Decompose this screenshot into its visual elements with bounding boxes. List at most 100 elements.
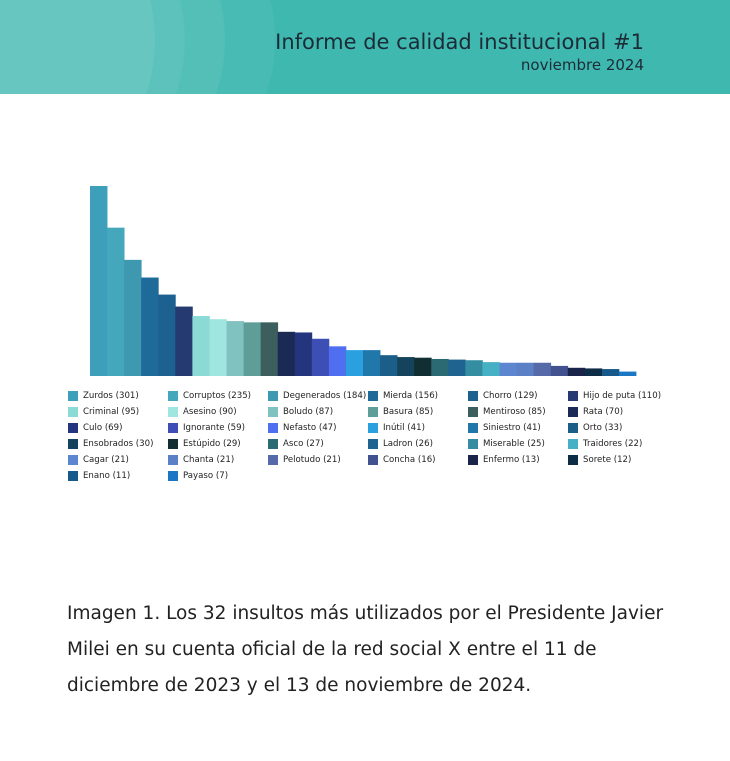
legend-label: Cagar (21) bbox=[83, 455, 129, 465]
legend-swatch bbox=[168, 423, 178, 433]
legend-label: Ensobrados (30) bbox=[83, 439, 154, 449]
legend-label: Basura (85) bbox=[383, 407, 434, 417]
legend-item: Asco (27) bbox=[268, 437, 324, 451]
legend-item: Asesino (90) bbox=[168, 405, 237, 419]
legend-label: Chanta (21) bbox=[183, 455, 235, 465]
report-date: noviembre 2024 bbox=[520, 56, 644, 74]
bar-mentiroso bbox=[260, 322, 279, 376]
legend-swatch bbox=[568, 455, 578, 465]
bar-degenerados bbox=[124, 259, 142, 376]
legend-item: Zurdos (301) bbox=[68, 389, 139, 403]
legend-swatch bbox=[68, 471, 78, 481]
bar-est-pido bbox=[414, 357, 432, 376]
legend-label: Enano (11) bbox=[83, 471, 131, 481]
legend-label: Chorro (129) bbox=[483, 391, 538, 401]
legend-label: Concha (16) bbox=[383, 455, 436, 465]
bar-payaso bbox=[618, 371, 637, 376]
bar-mierda bbox=[141, 277, 159, 376]
legend-label: Inútil (41) bbox=[383, 423, 425, 433]
bar-hijo-de-puta bbox=[175, 306, 193, 376]
bar-rata bbox=[277, 331, 296, 376]
legend-item: Traidores (22) bbox=[568, 437, 642, 451]
legend-label: Nefasto (47) bbox=[283, 423, 337, 433]
legend-swatch bbox=[168, 391, 178, 401]
legend-item: Basura (85) bbox=[368, 405, 433, 419]
bar-corruptos bbox=[107, 227, 125, 376]
legend-label: Asco (27) bbox=[283, 439, 324, 449]
bar-cagar bbox=[499, 362, 517, 376]
legend-item: Mentiroso (85) bbox=[468, 405, 546, 419]
legend-label: Hijo de puta (110) bbox=[583, 391, 662, 401]
legend-swatch bbox=[168, 471, 178, 481]
bar-boludo bbox=[226, 321, 244, 376]
bar-in-til bbox=[345, 350, 364, 376]
legend-label: Orto (33) bbox=[583, 423, 623, 433]
legend-label: Enfermo (13) bbox=[483, 455, 540, 465]
legend-swatch bbox=[168, 455, 178, 465]
legend-swatch bbox=[368, 455, 378, 465]
legend-item: Miserable (25) bbox=[468, 437, 545, 451]
legend-label: Culo (69) bbox=[83, 423, 123, 433]
legend-swatch bbox=[68, 423, 78, 433]
bar-criminal bbox=[192, 316, 210, 376]
bar-concha bbox=[550, 365, 569, 376]
report-title: Informe de calidad institucional #1 bbox=[275, 30, 644, 54]
legend-swatch bbox=[168, 439, 178, 449]
legend-item: Enfermo (13) bbox=[468, 453, 540, 467]
legend-swatch bbox=[268, 455, 278, 465]
legend-label: Siniestro (41) bbox=[483, 423, 541, 433]
legend-swatch bbox=[68, 391, 78, 401]
bar-sorete bbox=[584, 368, 603, 376]
legend-swatch bbox=[368, 439, 378, 449]
legend-swatch bbox=[268, 439, 278, 449]
bar-enano bbox=[601, 369, 620, 376]
legend-item: Sorete (12) bbox=[568, 453, 631, 467]
legend-label: Mierda (156) bbox=[383, 391, 439, 401]
legend-item: Degenerados (184) bbox=[268, 389, 366, 403]
bar-siniestro bbox=[363, 350, 381, 376]
bar-zurdos bbox=[90, 186, 108, 376]
bar-chart bbox=[90, 186, 637, 376]
legend-swatch bbox=[468, 439, 478, 449]
legend-swatch bbox=[568, 423, 578, 433]
legend-item: Boludo (87) bbox=[268, 405, 333, 419]
legend-swatch bbox=[468, 423, 478, 433]
legend-label: Asesino (90) bbox=[183, 407, 237, 417]
legend-swatch bbox=[268, 391, 278, 401]
figure-caption: Imagen 1. Los 32 insultos más utilizados… bbox=[67, 603, 664, 696]
legend-label: Rata (70) bbox=[583, 407, 624, 417]
legend-item: Ignorante (59) bbox=[168, 421, 245, 435]
legend-swatch bbox=[168, 407, 178, 417]
bar-basura bbox=[243, 322, 262, 376]
bar-ladron bbox=[448, 359, 466, 376]
legend-label: Pelotudo (21) bbox=[283, 455, 341, 465]
legend-swatch bbox=[368, 423, 378, 433]
legend-item: Rata (70) bbox=[568, 405, 623, 419]
bar-ensobrados bbox=[397, 357, 415, 376]
legend-item: Hijo de puta (110) bbox=[568, 389, 661, 403]
legend-item: Pelotudo (21) bbox=[268, 453, 341, 467]
bar-pelotudo bbox=[533, 362, 552, 376]
legend-item: Criminal (95) bbox=[68, 405, 139, 419]
legend-label: Estúpido (29) bbox=[183, 439, 241, 449]
legend-swatch bbox=[368, 391, 378, 401]
legend-item: Inútil (41) bbox=[368, 421, 425, 435]
legend-label: Criminal (95) bbox=[83, 407, 140, 417]
legend-item: Orto (33) bbox=[568, 421, 622, 435]
bar-asco bbox=[431, 358, 449, 376]
legend-label: Zurdos (301) bbox=[83, 391, 139, 401]
legend-label: Boludo (87) bbox=[283, 407, 334, 417]
legend-item: Siniestro (41) bbox=[468, 421, 541, 435]
bar-orto bbox=[380, 355, 398, 376]
legend-item: Corruptos (235) bbox=[168, 389, 251, 403]
header-decoration bbox=[0, 0, 275, 94]
legend-item: Ensobrados (30) bbox=[68, 437, 153, 451]
legend-label: Corruptos (235) bbox=[183, 391, 252, 401]
legend-swatch bbox=[268, 423, 278, 433]
legend-item: Enano (11) bbox=[68, 469, 130, 483]
bar-culo bbox=[294, 332, 313, 376]
report-header: Informe de calidad institucional #1 novi… bbox=[0, 0, 730, 94]
legend-label: Sorete (12) bbox=[583, 455, 632, 465]
legend-item: Chorro (129) bbox=[468, 389, 538, 403]
legend-label: Mentiroso (85) bbox=[483, 407, 546, 417]
